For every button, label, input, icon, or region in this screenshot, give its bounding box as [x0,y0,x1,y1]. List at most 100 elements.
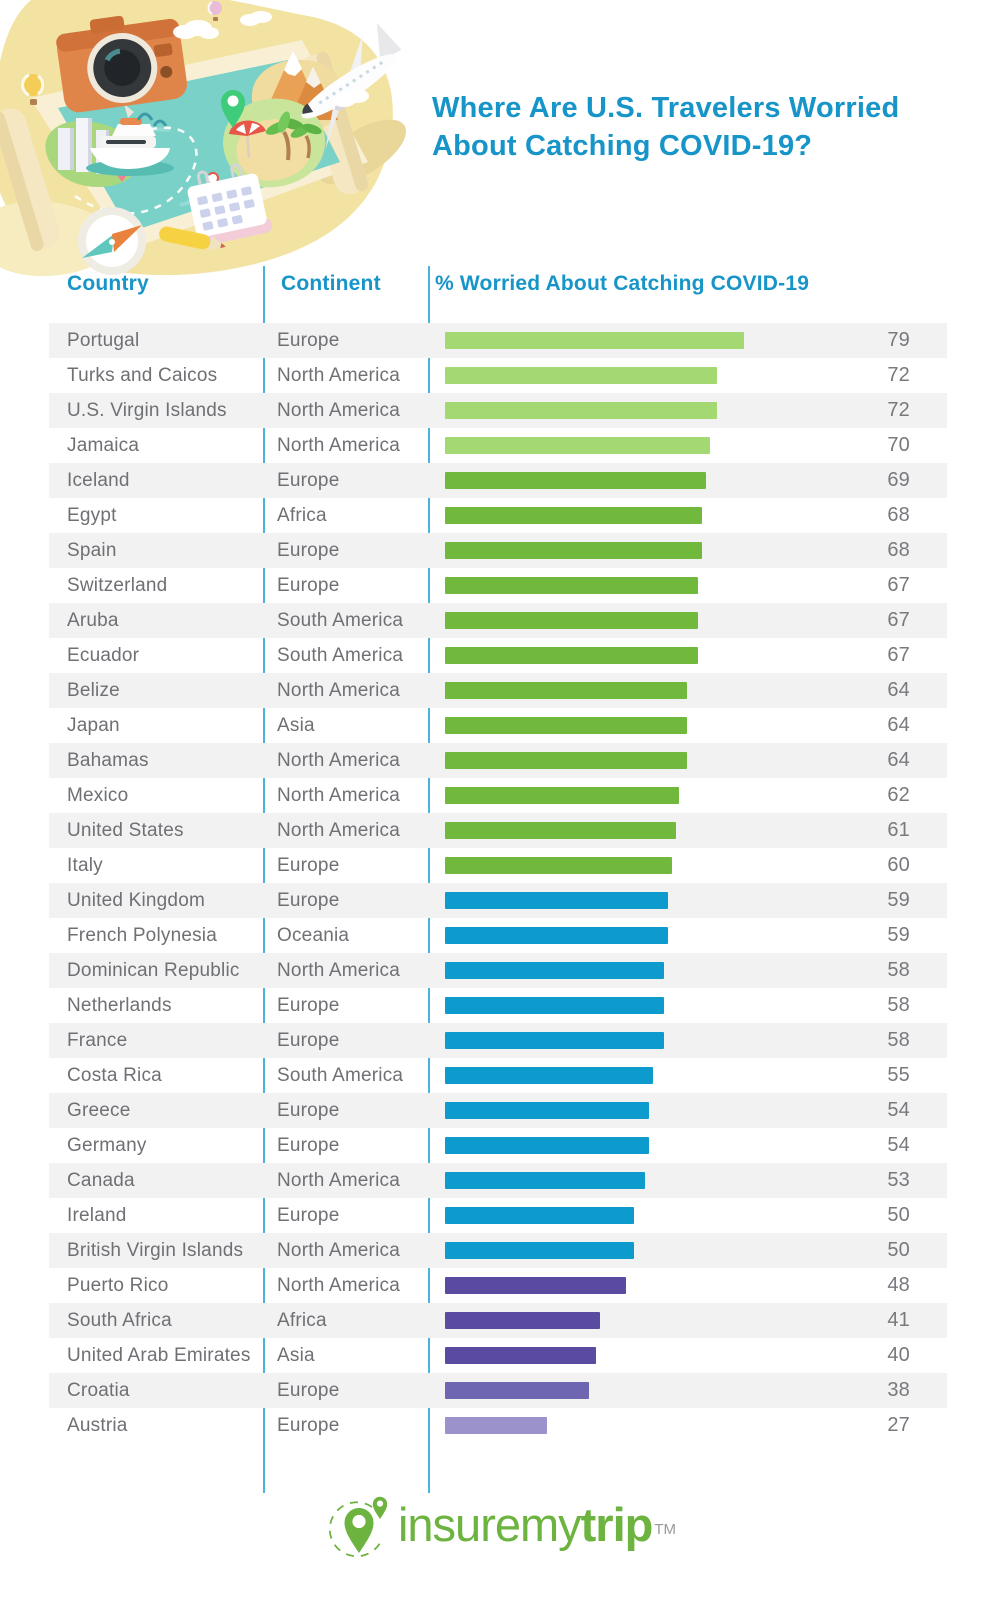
country-cell: Austria [67,1414,128,1436]
yacht-icon [86,104,174,176]
country-cell: Ecuador [67,644,140,666]
page-title-line-1: Where Are U.S. Travelers Worried [432,92,900,124]
country-cell: South Africa [67,1309,172,1331]
value-bar [445,367,718,384]
continent-cell: Europe [277,1204,340,1226]
calendar-icon [187,163,273,247]
continent-cell: South America [277,1064,404,1086]
bar-cell: 59 [430,883,947,918]
value-bar [445,507,702,524]
value-label: 58 [887,1029,910,1051]
continent-cell: Europe [277,329,340,351]
table-row: Switzerland Europe 67 [49,568,947,603]
bar-cell: 72 [430,358,947,393]
continent-cell: Europe [277,539,340,561]
bar-cell: 41 [430,1303,947,1338]
value-label: 60 [887,854,910,876]
value-bar [445,1207,634,1224]
country-cell: United Arab Emirates [67,1344,251,1366]
value-label: 72 [887,399,910,421]
value-label: 48 [887,1274,910,1296]
table-row: Austria Europe 27 [49,1408,947,1443]
continent-cell: Europe [277,889,340,911]
country-cell: Canada [67,1169,135,1191]
value-bar [445,1242,634,1259]
table-row: Dominican Republic North America 58 [49,953,947,988]
value-label: 59 [887,889,910,911]
continent-cell: Europe [277,1029,340,1051]
table-row: Spain Europe 68 [49,533,947,568]
table-row: Mexico North America 62 [49,778,947,813]
bar-cell: 67 [430,603,947,638]
country-cell: Dominican Republic [67,959,240,981]
location-pin-green-icon [221,90,245,128]
value-bar [445,962,665,979]
table-row: Turks and Caicos North America 72 [49,358,947,393]
country-cell: Aruba [67,609,119,631]
table-row: Canada North America 53 [49,1163,947,1198]
value-label: 64 [887,679,910,701]
country-cell: Switzerland [67,574,168,596]
value-bar [445,1277,627,1294]
bar-cell: 40 [430,1338,947,1373]
palm-tree-icon [265,111,304,161]
bar-cell: 58 [430,988,947,1023]
column-header-continent: Continent [281,272,381,295]
beach-ball-icon [208,173,218,183]
value-label: 69 [887,469,910,491]
bar-cell: 62 [430,778,947,813]
continent-cell: North America [277,819,400,841]
travel-map-illustration [0,0,406,277]
country-cell: French Polynesia [67,924,217,946]
value-bar [445,927,668,944]
hot-air-balloon-icon [207,1,222,21]
table-row: Ecuador South America 67 [49,638,947,673]
value-label: 79 [887,329,910,351]
value-label: 67 [887,644,910,666]
value-label: 50 [887,1204,910,1226]
table-row: United States North America 61 [49,813,947,848]
bar-cell: 48 [430,1268,947,1303]
bar-cell: 50 [430,1198,947,1233]
dolphin-icon [136,112,168,127]
country-cell: Italy [67,854,103,876]
continent-cell: Europe [277,1099,340,1121]
table-row: U.S. Virgin Islands North America 72 [49,393,947,428]
logo-word-suffix: trip [580,1498,654,1551]
value-bar [445,857,672,874]
continent-cell: North America [277,1274,400,1296]
value-label: 72 [887,364,910,386]
bar-cell: 38 [430,1373,947,1408]
camera-icon [56,15,188,113]
table-row: Portugal Europe 79 [49,323,947,358]
value-label: 61 [887,819,910,841]
country-cell: Portugal [67,329,140,351]
bar-cell: 58 [430,953,947,988]
bar-cell: 67 [430,638,947,673]
continent-cell: Asia [277,1344,315,1366]
value-label: 38 [887,1379,910,1401]
country-cell: Egypt [67,504,117,526]
country-cell: Spain [67,539,117,561]
bar-cell: 68 [430,533,947,568]
value-bar [445,1347,597,1364]
continent-cell: Europe [277,854,340,876]
value-bar [445,717,687,734]
continent-cell: Europe [277,574,340,596]
logo-trademark: TM [654,1520,677,1538]
brand-logo-inner: insuremytrip TM [324,1490,676,1560]
value-bar [445,577,699,594]
bar-cell: 68 [430,498,947,533]
value-label: 27 [887,1414,910,1436]
value-bar [445,472,706,489]
table-row: Croatia Europe 38 [49,1373,947,1408]
value-bar [445,752,687,769]
pencil-icon [159,226,226,251]
palm-island [208,90,326,188]
table-row: Greece Europe 54 [49,1093,947,1128]
column-header-percent-worried: % Worried About Catching COVID-19 [435,272,810,295]
value-label: 68 [887,539,910,561]
bar-cell: 27 [430,1408,947,1443]
cloud-icon [332,89,369,107]
value-bar [445,1032,665,1049]
